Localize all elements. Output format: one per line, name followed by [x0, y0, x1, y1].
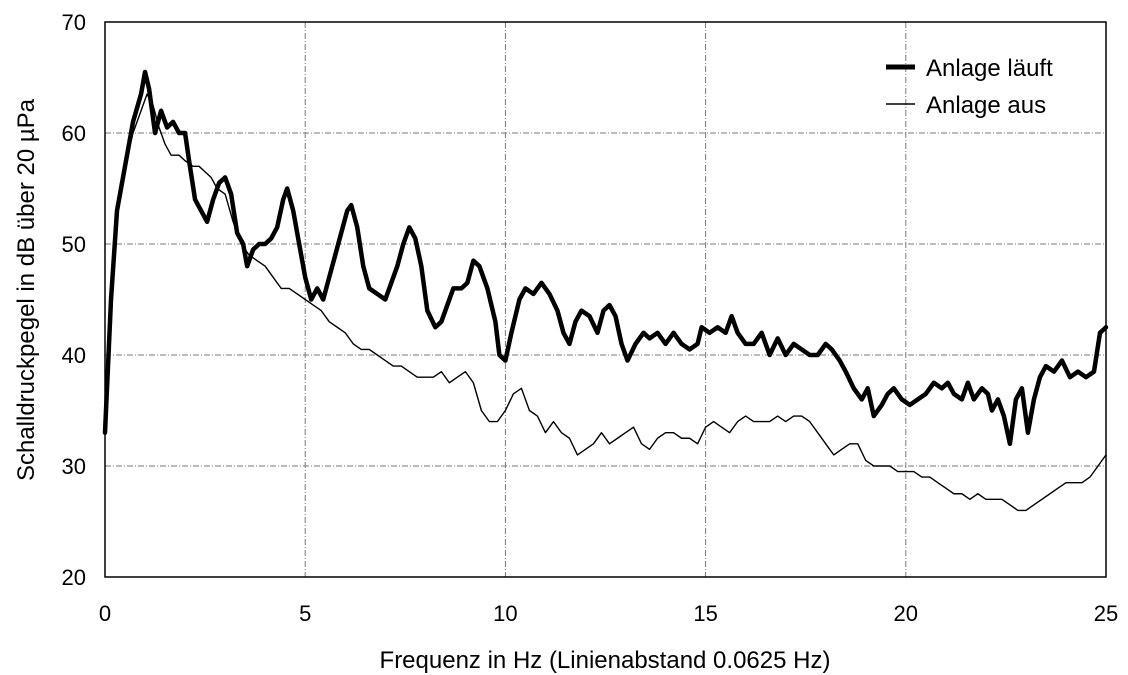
y-tick-label: 40	[62, 343, 86, 368]
grid	[105, 22, 1106, 577]
legend-label-running: Anlage läuft	[926, 55, 1053, 82]
x-tick-label: 0	[99, 601, 111, 626]
y-tick-label: 50	[62, 232, 86, 257]
y-tick-label: 30	[62, 454, 86, 479]
legend: Anlage läuft Anlage aus	[886, 55, 1053, 119]
series-line-running	[102, 69, 1109, 447]
y-tick-labels: 20 30 40 50 60 70	[62, 10, 86, 590]
x-tick-label: 10	[493, 601, 517, 626]
x-tick-label: 20	[894, 601, 918, 626]
x-tick-label: 15	[693, 601, 717, 626]
x-tick-labels: 0 5 10 15 20 25	[99, 601, 1118, 626]
y-axis-title: Schalldruckpegel in dB über 20 µPa	[13, 98, 40, 481]
plot-frame	[104, 21, 1107, 578]
y-tick-label: 70	[62, 10, 86, 35]
x-axis-title: Frequenz in Hz (Linienabstand 0.0625 Hz)	[380, 647, 831, 674]
x-tick-label: 5	[299, 601, 311, 626]
x-tick-label: 25	[1094, 601, 1118, 626]
y-tick-label: 60	[62, 121, 86, 146]
legend-label-off: Anlage aus	[926, 92, 1046, 119]
series-lines	[102, 69, 1109, 512]
y-tick-label: 20	[62, 565, 86, 590]
series-line-off	[104, 93, 1107, 512]
